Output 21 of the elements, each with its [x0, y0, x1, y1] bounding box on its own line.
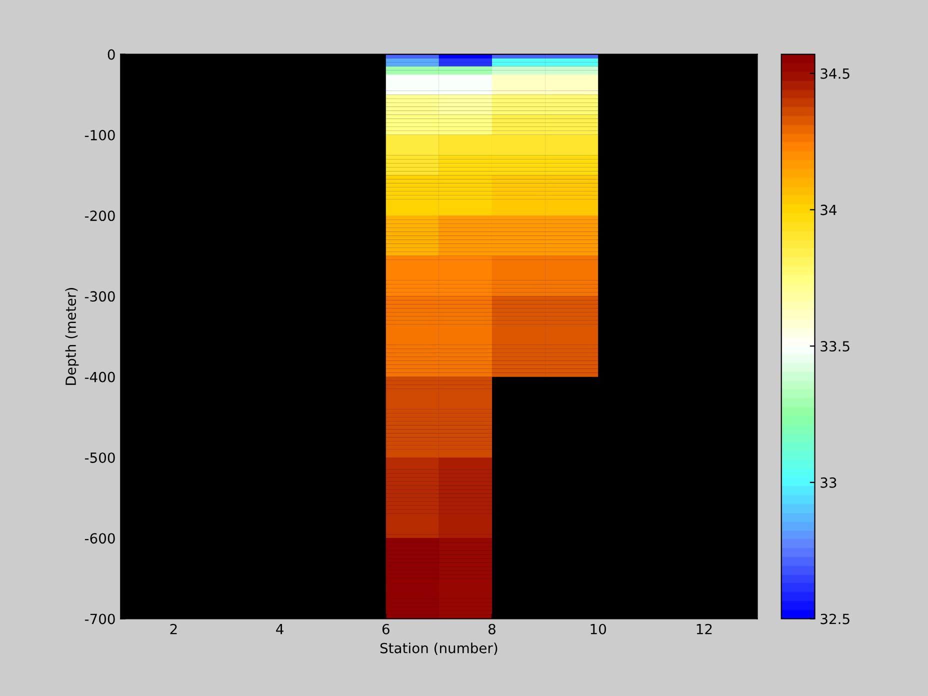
- y-axis-title: Depth (meter): [65, 288, 79, 385]
- color-bar-label: 34.5: [820, 68, 850, 79]
- x-tick-label: 10: [590, 624, 606, 634]
- x-axis-title: Station (number): [380, 642, 498, 655]
- y-tick-label: -600: [84, 533, 115, 544]
- x-tick-label: 8: [488, 624, 496, 634]
- color-bar-label: 34: [820, 204, 837, 216]
- y-tick-label: 0: [108, 49, 115, 60]
- x-tick-label: 4: [276, 624, 284, 634]
- color-bar-label: 32.5: [820, 614, 850, 624]
- y-tick-label: -200: [84, 210, 115, 222]
- color-bar-label: 33: [820, 477, 836, 488]
- y-tick-label: -300: [84, 291, 115, 302]
- y-tick-label: -700: [84, 614, 115, 624]
- y-tick-label: -500: [84, 452, 115, 463]
- x-tick-label: 2: [170, 624, 177, 634]
- y-tick-label: -400: [84, 372, 115, 382]
- y-tick-label: -100: [84, 130, 115, 140]
- color-bar-label: 33.5: [820, 341, 850, 352]
- x-tick-label: 6: [382, 624, 390, 634]
- x-tick-label: 12: [696, 624, 712, 634]
